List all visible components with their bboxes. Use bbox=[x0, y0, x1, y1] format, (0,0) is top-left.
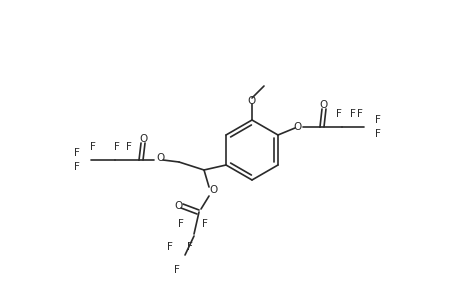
Text: F: F bbox=[74, 162, 80, 172]
Text: O: O bbox=[156, 153, 164, 163]
Text: O: O bbox=[208, 185, 217, 195]
Text: F: F bbox=[374, 129, 380, 139]
Text: F: F bbox=[174, 265, 179, 275]
Text: F: F bbox=[202, 219, 207, 229]
Text: O: O bbox=[247, 96, 256, 106]
Text: F: F bbox=[114, 142, 120, 152]
Text: F: F bbox=[167, 242, 173, 252]
Text: F: F bbox=[74, 148, 80, 158]
Text: F: F bbox=[126, 142, 132, 152]
Text: O: O bbox=[174, 201, 182, 211]
Text: O: O bbox=[319, 100, 327, 110]
Text: F: F bbox=[374, 115, 380, 125]
Text: F: F bbox=[187, 242, 192, 252]
Text: F: F bbox=[178, 219, 184, 229]
Text: O: O bbox=[293, 122, 302, 132]
Text: O: O bbox=[139, 134, 147, 144]
Text: F: F bbox=[356, 109, 362, 119]
Text: F: F bbox=[336, 109, 341, 119]
Text: F: F bbox=[90, 142, 96, 152]
Text: F: F bbox=[349, 109, 355, 119]
